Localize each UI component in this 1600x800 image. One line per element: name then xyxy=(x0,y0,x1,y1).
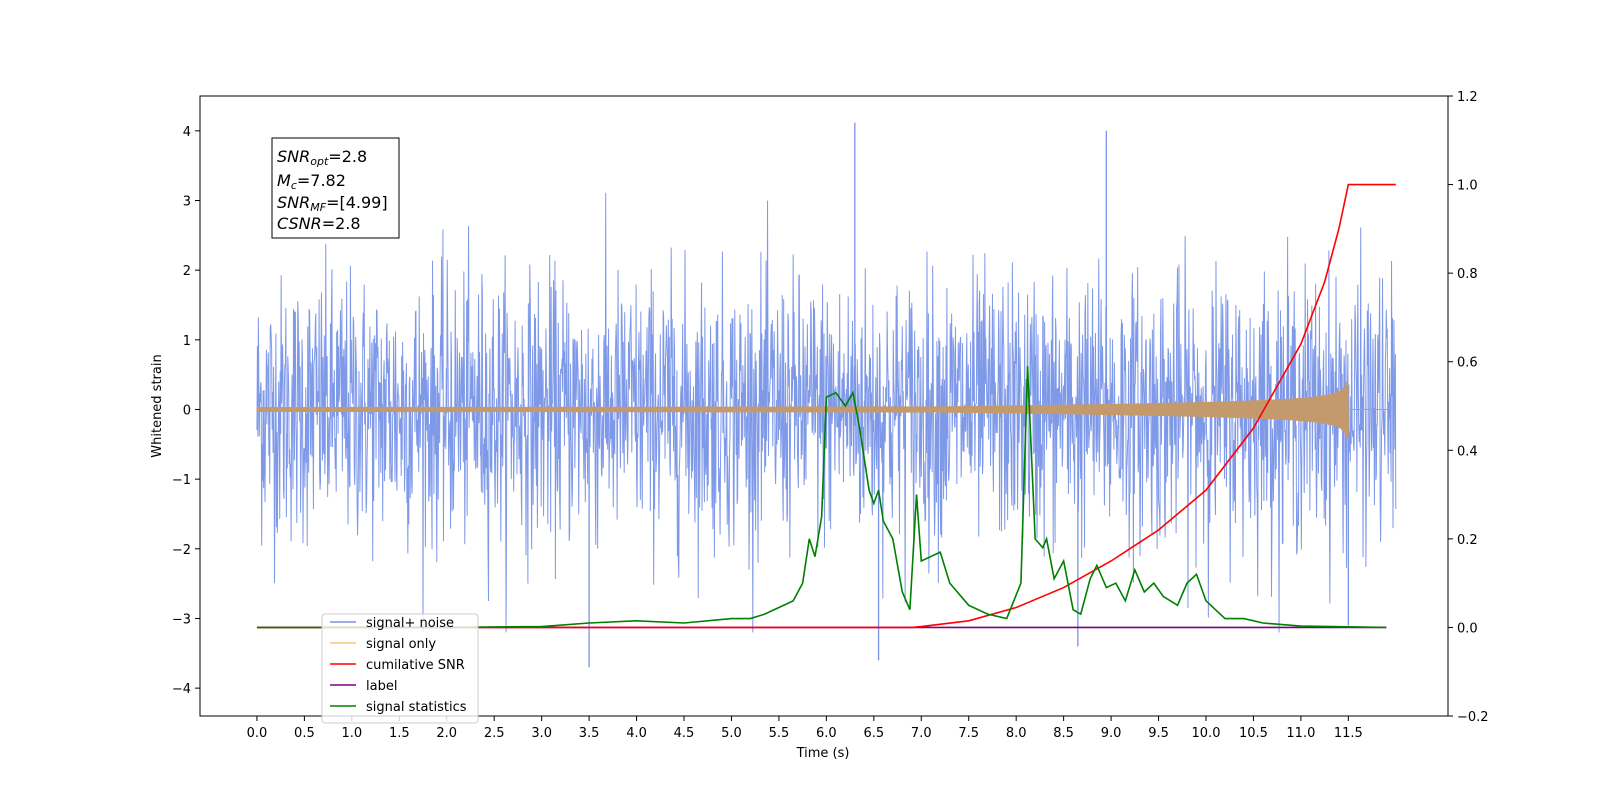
x-tick-label: 11.0 xyxy=(1286,726,1315,741)
x-tick-label: 1.0 xyxy=(342,726,363,741)
x-tick-label: 7.5 xyxy=(958,726,979,741)
info-mc-sub: c xyxy=(291,179,297,192)
series-signal-only xyxy=(256,381,1396,438)
y-left-tick-label: 2 xyxy=(183,264,191,279)
series-cumilative-snr xyxy=(256,183,1396,629)
x-axis-label: Time (s) xyxy=(796,746,850,761)
info-csnr-value: =2.8 xyxy=(322,214,361,233)
legend-entry-label: label xyxy=(366,679,397,694)
y-axis-right: −0.2 0.0 0.2 0.4 0.6 0.8 1.0 1.2 xyxy=(1448,90,1489,725)
y-right-tick-label: −0.2 xyxy=(1457,710,1489,725)
svg-text:CSNR=2.8: CSNR=2.8 xyxy=(277,214,361,233)
y-right-tick-label: 1.0 xyxy=(1457,179,1478,194)
info-box: SNRopt=2.8 Mc=7.82 SNRMF=[4.99] CSNR=2.8 xyxy=(271,137,400,239)
y-left-tick-label: 3 xyxy=(183,194,191,209)
y-left-tick-label: −4 xyxy=(172,682,191,697)
x-tick-label: 6.0 xyxy=(816,726,837,741)
info-mc-value: =7.82 xyxy=(297,171,346,190)
info-mc-label: M xyxy=(277,171,291,190)
legend-entry-label: signal+ noise xyxy=(366,616,454,631)
y-axis-label: Whitened strain xyxy=(150,354,165,457)
legend-entry-label: cumilative SNR xyxy=(366,658,465,673)
y-axis-left: −4 −3 −2 −1 0 1 2 3 4 xyxy=(172,125,200,697)
info-snr-opt-value: =2.8 xyxy=(328,147,367,166)
x-tick-label: 8.5 xyxy=(1053,726,1074,741)
y-right-tick-label: 0.8 xyxy=(1457,267,1478,282)
x-tick-label: 6.5 xyxy=(863,726,884,741)
x-tick-label: 8.0 xyxy=(1006,726,1027,741)
x-tick-label: 2.5 xyxy=(484,726,505,741)
info-snr-mf-sub: MF xyxy=(310,201,326,214)
y-left-tick-label: −3 xyxy=(172,612,191,627)
svg-text:SNRMF=[4.99]: SNRMF=[4.99] xyxy=(277,193,388,214)
svg-text:Mc=7.82: Mc=7.82 xyxy=(277,171,346,192)
x-tick-label: 4.0 xyxy=(626,726,647,741)
y-right-tick-label: 0.4 xyxy=(1457,444,1478,459)
series-layer xyxy=(256,122,1397,668)
y-left-tick-label: 1 xyxy=(183,334,191,349)
info-snr-opt-label: SNR xyxy=(277,147,310,166)
x-tick-label: 1.5 xyxy=(389,726,410,741)
x-tick-label: 3.0 xyxy=(531,726,552,741)
y-right-tick-label: 0.6 xyxy=(1457,356,1478,371)
info-snr-opt-sub: opt xyxy=(310,155,329,168)
svg-text:SNRopt=2.8: SNRopt=2.8 xyxy=(277,147,367,168)
x-tick-label: 9.5 xyxy=(1148,726,1169,741)
info-csnr-label: CSNR xyxy=(277,214,322,233)
x-tick-label: 5.5 xyxy=(769,726,790,741)
info-snr-mf-value: =[4.99] xyxy=(326,193,388,212)
x-tick-label: 5.0 xyxy=(721,726,742,741)
x-tick-label: 2.0 xyxy=(436,726,457,741)
series-signal-statistics xyxy=(256,366,1387,629)
y-left-tick-label: 4 xyxy=(183,125,191,140)
y-left-tick-label: −1 xyxy=(172,473,191,488)
info-snr-mf-label: SNR xyxy=(277,193,310,212)
x-tick-label: 9.0 xyxy=(1101,726,1122,741)
y-right-tick-label: 0.2 xyxy=(1457,533,1478,548)
y-left-tick-label: −2 xyxy=(172,543,191,558)
x-tick-label: 0.0 xyxy=(247,726,268,741)
x-tick-label: 7.0 xyxy=(911,726,932,741)
x-axis: 0.0 0.5 1.0 1.5 2.0 2.5 3.0 3.5 4.0 4.5 5.0 5.5 6.0 6… xyxy=(247,716,1363,741)
legend-entry-label: signal only xyxy=(366,637,436,652)
x-tick-label: 4.5 xyxy=(674,726,695,741)
y-right-tick-label: 0.0 xyxy=(1457,621,1478,636)
x-tick-label: 11.5 xyxy=(1334,726,1363,741)
plot-frame xyxy=(199,95,1449,717)
y-right-tick-label: 1.2 xyxy=(1457,90,1478,105)
y-left-tick-label: 0 xyxy=(183,403,191,418)
x-tick-label: 10.5 xyxy=(1239,726,1268,741)
series-signal-noise xyxy=(256,192,1397,633)
legend: signal+ noise signal only cumilative SNR la… xyxy=(321,613,479,724)
x-tick-label: 3.5 xyxy=(579,726,600,741)
x-tick-label: 10.0 xyxy=(1192,726,1221,741)
legend-entry-label: signal statistics xyxy=(366,700,467,715)
x-tick-label: 0.5 xyxy=(294,726,315,741)
